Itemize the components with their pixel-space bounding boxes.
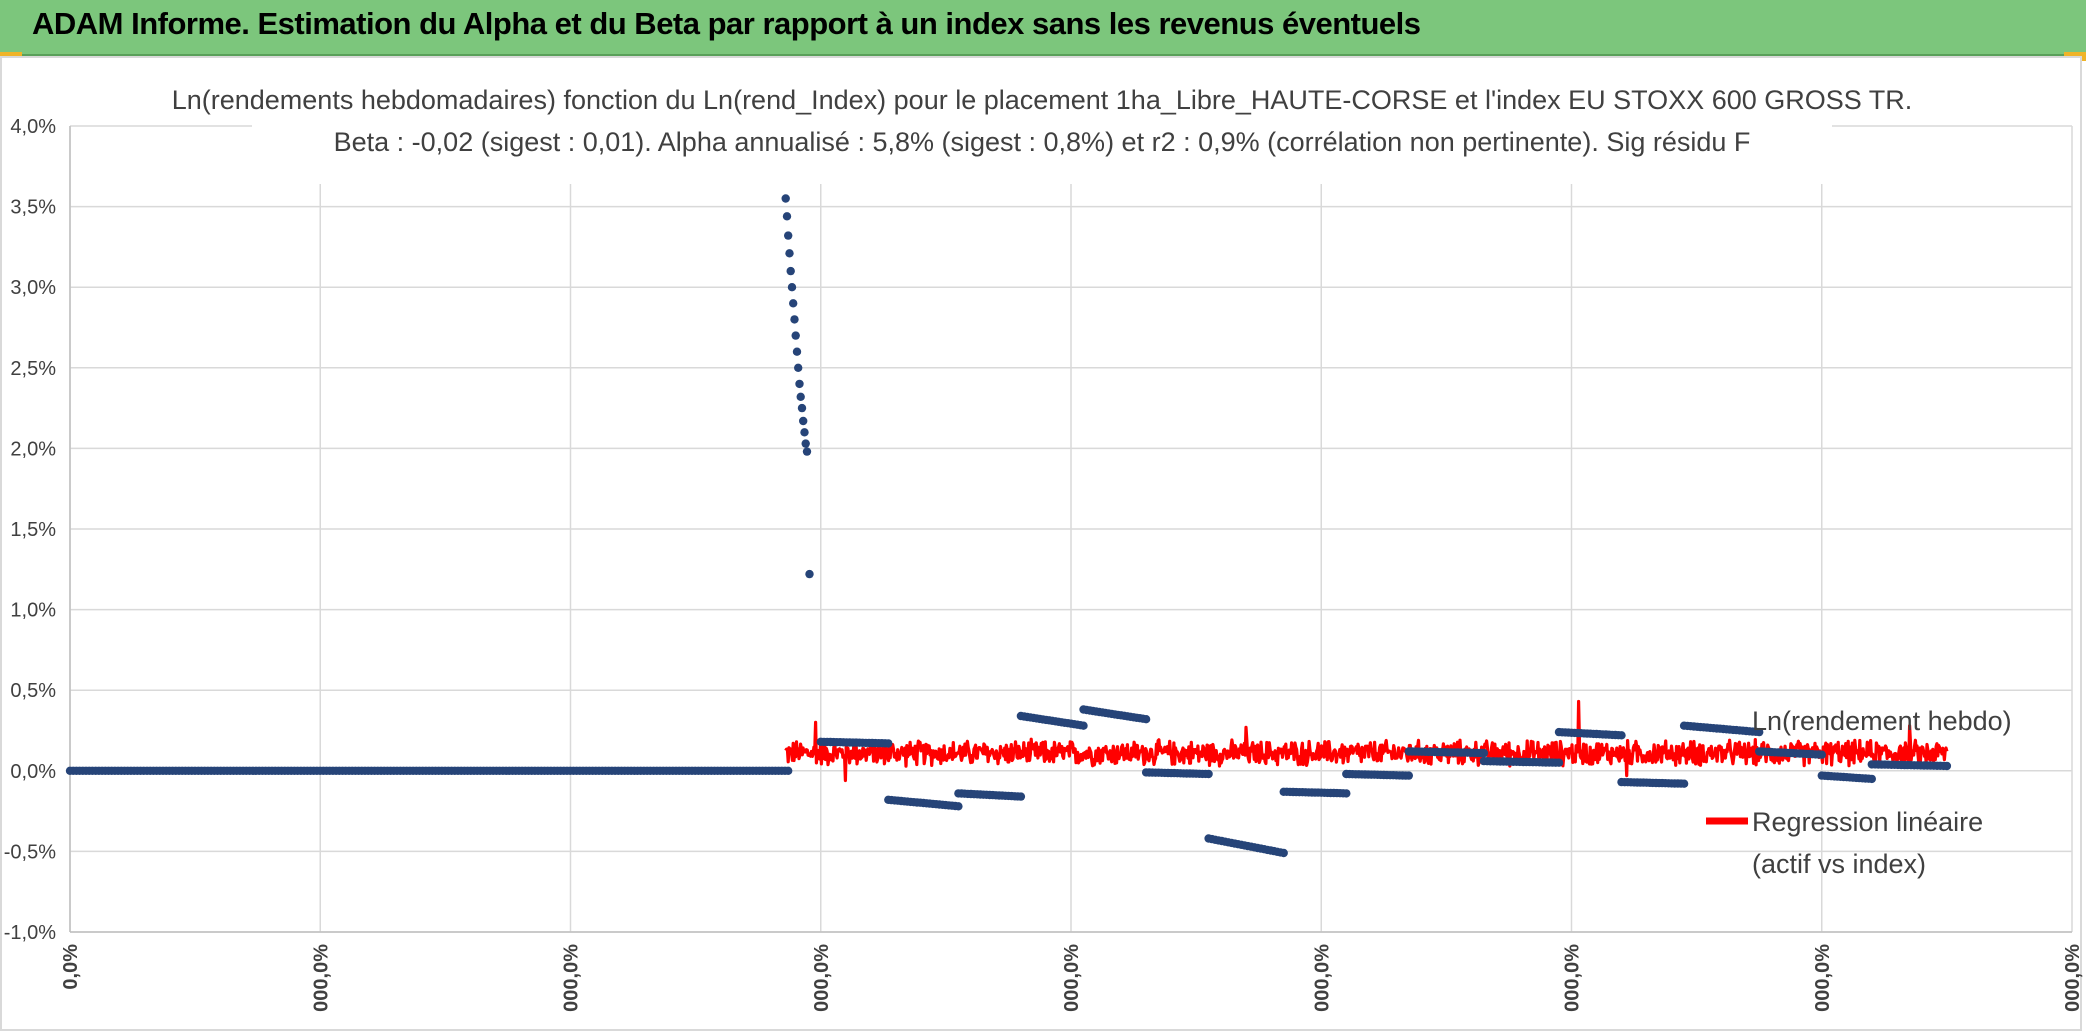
data-point [1755,727,1764,737]
data-point [1404,771,1414,780]
data-point [1279,848,1288,858]
data-point [792,347,802,356]
chart-title-line2: Beta : -0,02 (sigest : 0,01). Alpha annu… [334,127,1751,157]
y-axis-ticks: 4,0% 3,5% 3,0% 2,5% 2,0% 1,5% 1,0% 0,5% 0,0% -0,5… [4,116,56,944]
x-tick-label: 000,0% [2062,944,2084,1012]
data-point [790,315,799,324]
data-point [782,212,792,221]
x-tick-label: 000,0% [561,944,583,1012]
y-tick-label: 1,0% [10,600,56,622]
x-tick-label: 000,0% [310,944,332,1012]
return-series [65,166,1952,858]
y-tick-label: 2,5% [10,358,56,380]
data-point [805,569,814,579]
data-point [796,392,805,401]
legend-label-regression-line2: (actif vs index) [1752,849,1926,879]
data-point [1554,758,1564,767]
data-point [1204,769,1213,779]
y-tick-label: 4,0% [10,116,56,138]
legend-label-regression-line1: Regression linéaire [1752,807,1983,837]
data-point [802,447,812,456]
x-tick-label: 0,0% [60,944,82,990]
x-axis-ticks: 0,0% 000,0% 000,0% 000,0% 000,0% 000,0% 000,0%… [60,944,2084,1012]
data-point [1817,750,1827,759]
grid-lines [69,125,2073,933]
chart-title-line1: Ln(rendements hebdomadaires) fonction du… [172,85,1913,115]
x-tick-label: 000,0% [1812,944,1834,1012]
y-tick-label: 2,0% [10,438,56,460]
data-point [1679,779,1689,788]
data-point [1942,761,1952,771]
y-tick-label: -0,5% [4,841,56,863]
y-tick-label: 1,5% [10,519,56,541]
data-point [781,194,790,203]
data-point [787,283,797,292]
data-point [1867,774,1877,784]
x-tick-label: 000,0% [1311,944,1333,1012]
data-point [794,363,803,372]
data-point [789,299,798,308]
data-point [784,231,793,240]
regression-line [784,699,1949,783]
data-point [1342,789,1351,798]
y-tick-label: 3,0% [10,277,56,299]
data-point [800,428,809,437]
data-point [1141,715,1151,724]
data-point [1016,792,1026,801]
data-point [954,802,963,811]
data-point [795,379,804,389]
chart-area: 4,0% 3,5% 3,0% 2,5% 2,0% 1,5% 1,0% 0,5% 0,0% -0,5… [0,56,2084,1031]
page-title: ADAM Informe. Estimation du Alpha et du … [32,6,1421,41]
data-point [791,331,800,340]
x-tick-label: 000,0% [1061,944,1083,1012]
data-point [799,416,808,426]
regression-series [784,699,1949,783]
data-point [1079,721,1088,730]
data-point [784,766,793,775]
data-point [1617,731,1626,740]
y-tick-label: 3,5% [10,197,56,219]
data-point [797,403,807,413]
title-background [252,66,1832,184]
data-point [1479,748,1489,758]
legend-label-returns: Ln(rendement hebdo) [1752,706,2012,736]
legend: Ln(rendement hebdo) Regression linéaire … [1706,706,2012,879]
data-point [786,266,795,276]
scatter-chart: 4,0% 3,5% 3,0% 2,5% 2,0% 1,5% 1,0% 0,5% 0,0% -0,5… [4,66,2084,1012]
header-bar: ADAM Informe. Estimation du Alpha et du … [0,0,2086,56]
x-tick-label: 000,0% [811,944,833,1012]
x-tick-label: 000,0% [1562,944,1584,1012]
data-point [884,739,893,748]
data-point [785,249,794,258]
y-tick-label: 0,5% [10,680,56,702]
y-tick-label: -1,0% [4,922,56,944]
y-tick-label: 0,0% [10,761,56,783]
data-point [801,439,810,448]
